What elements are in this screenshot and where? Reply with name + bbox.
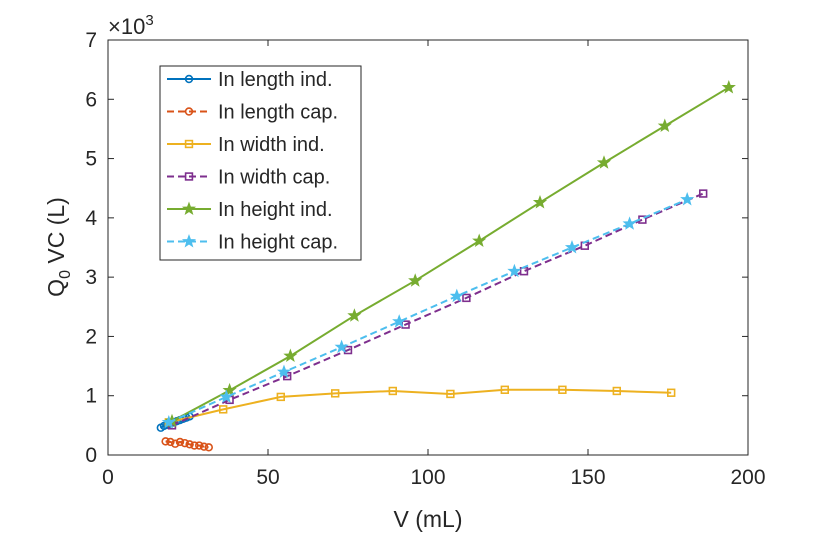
legend-marker (184, 139, 194, 149)
legend-label: In length cap. (218, 102, 338, 124)
data-point (347, 308, 362, 322)
data-point (222, 382, 237, 397)
legend-label: In width ind. (218, 134, 325, 156)
data-point (185, 440, 194, 449)
y-tick-label: 5 (85, 148, 97, 171)
data-point (564, 240, 580, 254)
data-point (180, 438, 190, 448)
legend: In length ind. In length cap. In width ind… (159, 65, 362, 261)
data-point (175, 437, 185, 447)
y-tick-label: 2 (85, 325, 97, 348)
series-layer (156, 79, 736, 452)
data-point (408, 273, 423, 287)
data-point (500, 385, 509, 394)
data-point (171, 439, 180, 448)
data-point (204, 443, 214, 452)
data-point (330, 389, 340, 398)
data-point (596, 155, 612, 169)
series-line (165, 440, 209, 449)
y-axis-label-sub: 0 (57, 270, 74, 279)
data-point (698, 189, 708, 198)
data-point (219, 389, 234, 403)
legend-marker (184, 172, 194, 181)
legend-marker (184, 74, 194, 84)
y-axis-label-rest: VC (L) (43, 197, 69, 270)
data-point (721, 79, 736, 94)
series-5 (164, 79, 736, 428)
data-point (190, 441, 199, 450)
data-point (283, 348, 298, 363)
y-tick-label: 7 (85, 29, 97, 52)
data-point (462, 293, 471, 303)
legend-label: In length ind. (218, 69, 333, 91)
x-tick-label: 200 (730, 466, 765, 489)
data-point (446, 389, 455, 399)
data-point (680, 192, 695, 206)
legend-marker (181, 201, 197, 216)
data-point (622, 216, 637, 230)
data-point (532, 194, 548, 209)
series-6 (161, 192, 695, 429)
y-tick-label: 3 (85, 266, 97, 289)
series-line (168, 388, 672, 424)
data-point (449, 288, 464, 303)
y-exponent-label: ×103 (108, 12, 154, 39)
legend-marker (184, 107, 194, 116)
data-point (276, 364, 292, 379)
data-point (166, 437, 175, 447)
series-2 (161, 437, 214, 452)
x-tick-label: 0 (102, 466, 114, 489)
y-tick-label: 4 (85, 207, 97, 230)
data-point (507, 263, 522, 278)
data-point (612, 386, 622, 396)
data-point (199, 442, 209, 451)
legend-label: In height ind. (218, 199, 333, 221)
data-point (472, 233, 487, 247)
ticks-layer: 0 50 100 150 200 0 1 2 3 4 5 6 7 (85, 29, 765, 489)
data-point (161, 414, 176, 429)
data-point (388, 386, 397, 396)
data-point (195, 441, 204, 450)
legend-label: In width cap. (218, 167, 330, 189)
data-point (657, 118, 672, 132)
legend-box (159, 65, 362, 261)
y-axis-label-main: Q (43, 279, 69, 297)
legend-marker (181, 234, 197, 248)
data-point (161, 437, 170, 446)
x-tick-label: 100 (410, 466, 445, 489)
data-point (334, 339, 349, 354)
x-tick-label: 150 (570, 466, 605, 489)
series-line (171, 86, 730, 423)
y-axis-label: Q0 VC (L) (43, 197, 74, 297)
data-point (276, 392, 285, 402)
y-exponent-base: ×10 (108, 14, 145, 39)
data-point (219, 405, 228, 414)
x-tick-label: 50 (256, 466, 279, 489)
x-axis-label: V (mL) (394, 506, 463, 532)
series-line (168, 198, 688, 424)
data-point (392, 314, 407, 328)
y-exponent-power: 3 (145, 12, 153, 29)
y-tick-label: 1 (85, 385, 97, 408)
data-point (666, 388, 676, 397)
y-tick-label: 6 (85, 88, 97, 111)
series-line (171, 192, 704, 427)
data-point (558, 385, 567, 394)
y-tick-label: 0 (85, 444, 97, 467)
legend-label: In height cap. (218, 232, 338, 254)
